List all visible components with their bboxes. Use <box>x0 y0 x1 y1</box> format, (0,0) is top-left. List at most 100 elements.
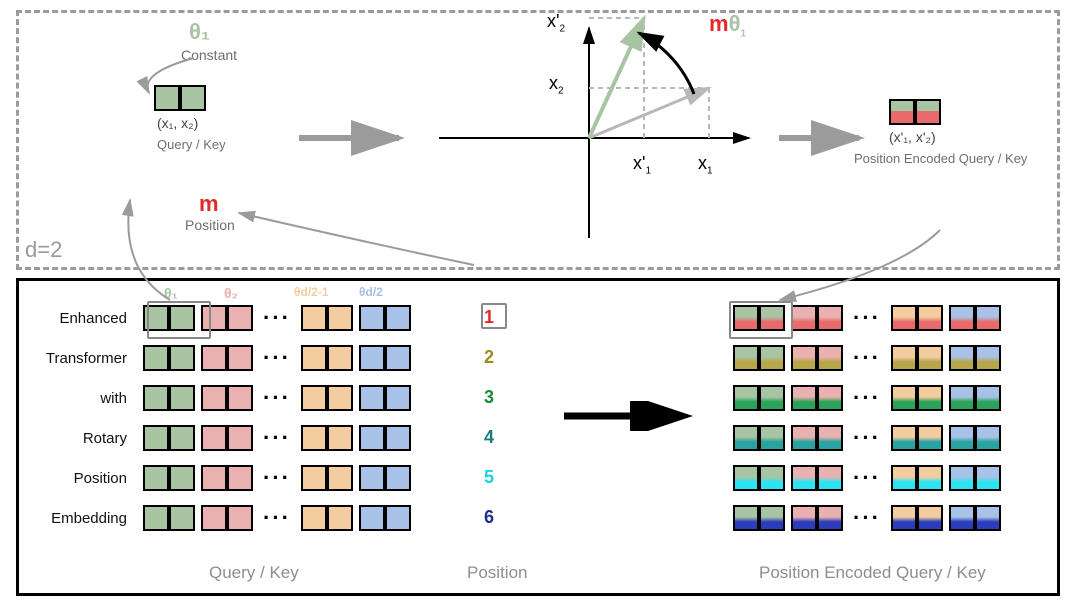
dots: ··· <box>259 425 295 451</box>
cell <box>733 505 759 531</box>
cell <box>891 425 917 451</box>
position-number: 4 <box>484 427 494 448</box>
cell <box>359 465 385 491</box>
dots: ··· <box>849 305 885 331</box>
cell <box>891 385 917 411</box>
cell <box>759 345 785 371</box>
input-row: Rotary ··· <box>27 425 411 451</box>
position-number: 6 <box>484 507 494 528</box>
cell <box>359 505 385 531</box>
position-number: 3 <box>484 387 494 408</box>
cell <box>359 425 385 451</box>
position-label-top: Position <box>185 217 235 233</box>
cell <box>791 305 817 331</box>
cell <box>975 465 1001 491</box>
cell <box>949 425 975 451</box>
token-label: Enhanced <box>27 310 137 327</box>
cell <box>143 465 169 491</box>
cell <box>169 425 195 451</box>
dots: ··· <box>849 505 885 531</box>
cell <box>143 425 169 451</box>
cell <box>791 425 817 451</box>
cell <box>817 305 843 331</box>
xp1-label: x'1 <box>633 153 651 177</box>
out-cell-2 <box>915 99 941 125</box>
cell <box>327 305 353 331</box>
cell <box>759 425 785 451</box>
big-arrow <box>559 401 699 431</box>
theta-lbl-2: θ₂ <box>224 285 238 301</box>
d2-label: d=2 <box>25 237 62 263</box>
cell <box>227 305 253 331</box>
bottom-panel: θ₁ θ₂ θd/2-1 θd/2 Enhanced···Transformer… <box>16 278 1060 596</box>
input-row: with··· <box>27 385 411 411</box>
cell <box>301 385 327 411</box>
cell <box>917 345 943 371</box>
cell <box>917 505 943 531</box>
output-row: ··· <box>733 385 1001 411</box>
cell <box>385 305 411 331</box>
dots: ··· <box>849 385 885 411</box>
rot-m: m <box>709 11 729 36</box>
cell <box>791 465 817 491</box>
input-row: Transformer··· <box>27 345 411 371</box>
rot-theta: θ1 <box>729 11 746 36</box>
dots: ··· <box>259 465 295 491</box>
cell <box>791 505 817 531</box>
token-label: Rotary <box>27 430 137 447</box>
token-label: Position <box>27 470 137 487</box>
cell <box>791 385 817 411</box>
cell <box>949 505 975 531</box>
cell <box>385 425 411 451</box>
m-text: m <box>199 191 219 216</box>
theta-lbl-3: θd/2-1 <box>294 285 329 299</box>
cell <box>759 385 785 411</box>
dots: ··· <box>849 425 885 451</box>
cell <box>817 425 843 451</box>
cell <box>301 305 327 331</box>
dots: ··· <box>849 465 885 491</box>
output-row: ··· <box>733 465 1001 491</box>
cell <box>759 465 785 491</box>
cell <box>169 345 195 371</box>
cell <box>917 465 943 491</box>
cell <box>791 345 817 371</box>
cell <box>891 505 917 531</box>
cell <box>817 505 843 531</box>
output-pair-label: (x'₁, x'₂) <box>889 129 936 145</box>
cell <box>201 345 227 371</box>
theta-lbl-4: θd/2 <box>359 285 383 299</box>
rotation-label: mθ1 <box>709 11 746 39</box>
cell <box>301 425 327 451</box>
input-row: Embedding··· <box>27 505 411 531</box>
cell <box>759 505 785 531</box>
dots: ··· <box>259 305 295 331</box>
position-number: 2 <box>484 347 494 368</box>
cell <box>949 465 975 491</box>
cell <box>169 505 195 531</box>
cell <box>327 505 353 531</box>
cell <box>327 385 353 411</box>
cell <box>327 425 353 451</box>
cell <box>169 465 195 491</box>
m-symbol: m <box>199 191 219 217</box>
input-row: Enhanced ··· <box>27 305 411 331</box>
theta1-symbol: θ₁ <box>189 19 210 45</box>
cell <box>227 505 253 531</box>
highlight-left <box>147 301 211 339</box>
cell <box>891 345 917 371</box>
cell <box>359 305 385 331</box>
cell <box>975 345 1001 371</box>
cell <box>733 345 759 371</box>
sec-mid: Position <box>467 563 527 583</box>
output-row: ··· <box>733 425 1001 451</box>
output-pair-caption: Position Encoded Query / Key <box>854 151 1027 166</box>
x2-label: x2 <box>549 73 564 97</box>
input-row: Position ··· <box>27 465 411 491</box>
cell <box>733 425 759 451</box>
cell <box>227 345 253 371</box>
cell <box>733 385 759 411</box>
cell <box>975 425 1001 451</box>
cell <box>733 465 759 491</box>
theta1-text: θ₁ <box>189 19 210 44</box>
